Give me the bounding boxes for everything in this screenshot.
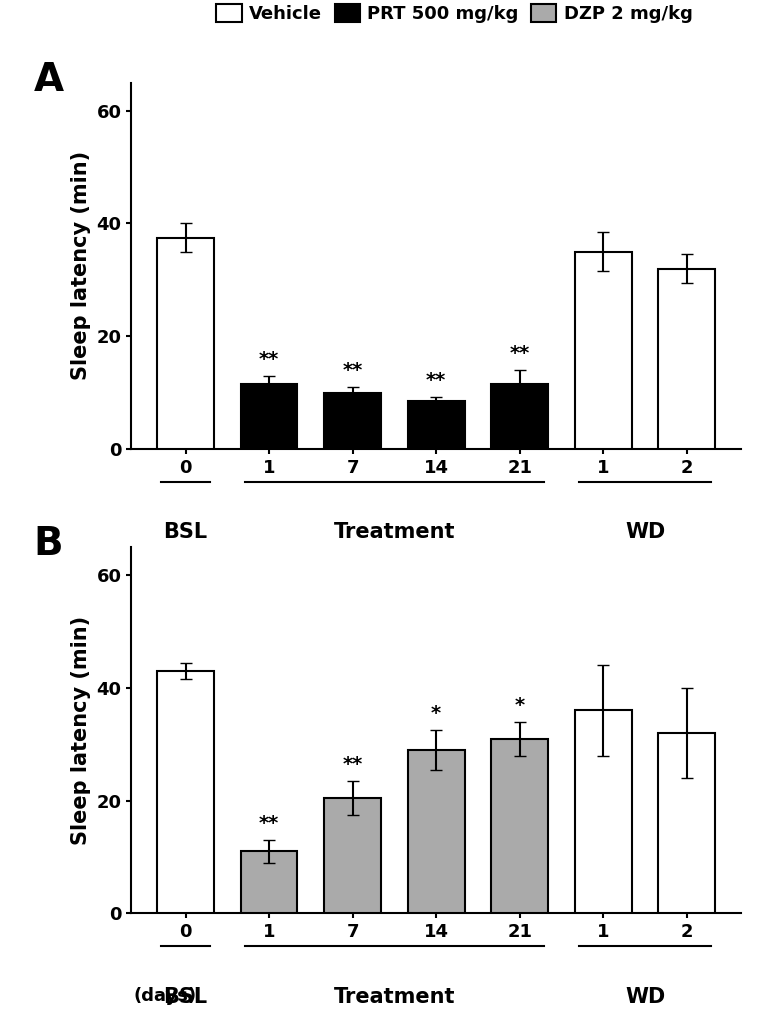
Text: WD: WD xyxy=(625,987,665,1006)
Text: A: A xyxy=(34,61,64,99)
Bar xyxy=(241,851,297,913)
Bar xyxy=(157,237,214,449)
Text: **: ** xyxy=(510,345,530,363)
Text: *: * xyxy=(431,705,442,723)
Text: BSL: BSL xyxy=(164,987,208,1006)
Bar xyxy=(659,733,715,913)
Text: **: ** xyxy=(426,372,446,390)
Bar xyxy=(157,671,214,913)
Bar xyxy=(324,798,381,913)
Text: **: ** xyxy=(343,361,363,380)
Bar xyxy=(241,384,297,449)
Text: (days): (days) xyxy=(134,987,197,1004)
Bar xyxy=(659,268,715,449)
Text: **: ** xyxy=(343,755,363,774)
Text: Treatment: Treatment xyxy=(334,987,455,1006)
Legend: Vehicle, PRT 500 mg/kg, DZP 2 mg/kg: Vehicle, PRT 500 mg/kg, DZP 2 mg/kg xyxy=(209,0,699,30)
Bar xyxy=(408,750,465,913)
Text: BSL: BSL xyxy=(164,522,208,542)
Bar xyxy=(324,392,381,449)
Bar xyxy=(575,252,631,449)
Bar xyxy=(575,710,631,913)
Text: Treatment: Treatment xyxy=(334,522,455,542)
Text: **: ** xyxy=(259,814,279,833)
Text: WD: WD xyxy=(625,522,665,542)
Bar xyxy=(491,739,548,913)
Text: *: * xyxy=(515,696,525,715)
Bar xyxy=(408,401,465,449)
Y-axis label: Sleep latency (min): Sleep latency (min) xyxy=(71,615,91,845)
Text: **: ** xyxy=(259,350,279,368)
Bar xyxy=(491,384,548,449)
Text: B: B xyxy=(34,525,63,563)
Y-axis label: Sleep latency (min): Sleep latency (min) xyxy=(71,151,91,381)
